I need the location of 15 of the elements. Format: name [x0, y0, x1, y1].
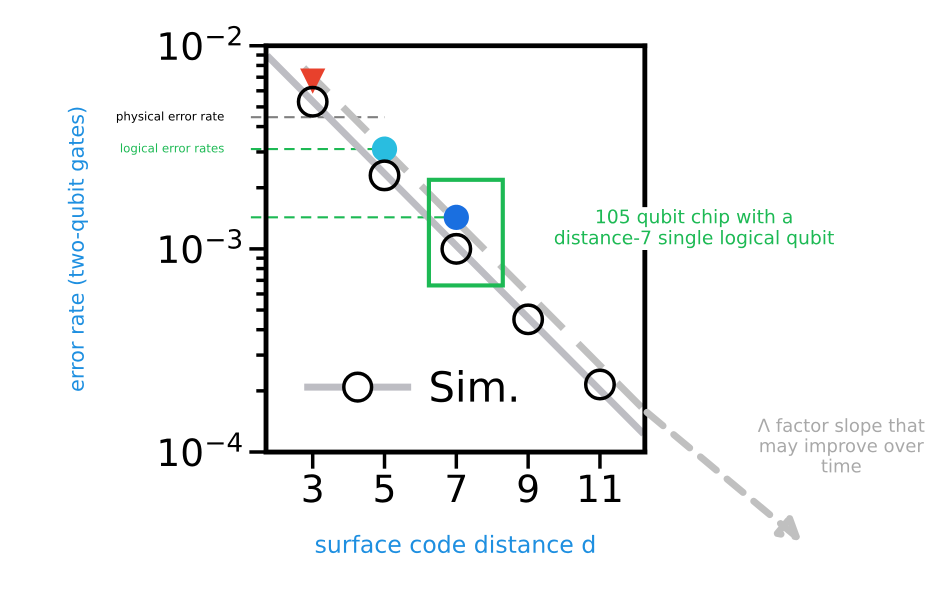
- ref-line-label: physical error rate: [116, 111, 224, 123]
- x-tick-label: 7: [447, 474, 466, 502]
- y-tick-label: 10$^{−4}$: [160, 432, 242, 467]
- x-tick-label: 5: [375, 474, 394, 503]
- y-tick-label: 10$^{−3}$: [160, 229, 242, 264]
- x-tick-label: 9: [518, 474, 538, 503]
- annotation: 105 qubit chip with a distance-7 single logical qubit: [554, 208, 834, 248]
- y-axis-title: error rate (two-qubit gates): [68, 108, 88, 391]
- x-axis-title: surface code distance d: [316, 534, 594, 554]
- ref-line-label: logical error rates: [120, 143, 224, 155]
- x-tick-label: 3: [304, 474, 322, 503]
- y-tick-label: 10$^{−2}$: [160, 26, 241, 60]
- x-tick-label: 11: [580, 474, 620, 502]
- text: Λ factor slope that may improve over time: [758, 418, 924, 473]
- legend-label: Sim.: [431, 370, 516, 402]
